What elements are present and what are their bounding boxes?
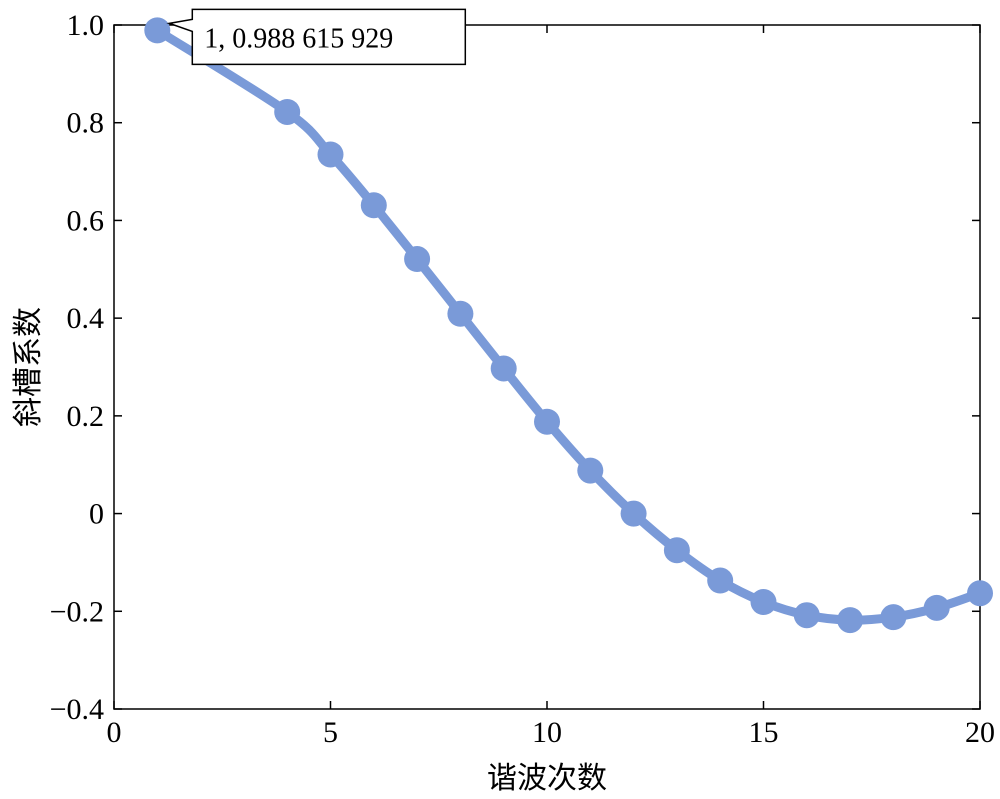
y-tick-label: −0.4 xyxy=(50,693,104,726)
x-tick-label: 0 xyxy=(107,716,122,749)
y-axis: 1.0 0.8 0.6 0.4 0.2 0 −0.2 −0.4 xyxy=(50,9,980,726)
data-point xyxy=(447,300,474,327)
data-point xyxy=(317,141,344,168)
plot-frame xyxy=(113,24,981,710)
x-tick-label: 20 xyxy=(965,716,995,749)
data-point xyxy=(534,408,560,435)
data-point xyxy=(880,604,907,631)
y-tick-label: 1.0 xyxy=(67,9,105,42)
data-tip-box xyxy=(166,8,467,66)
data-point xyxy=(144,17,171,44)
x-tick-label: 15 xyxy=(749,716,779,749)
y-tick-label: 0.2 xyxy=(67,400,105,433)
data-point xyxy=(837,607,864,634)
y-tick-label: −0.2 xyxy=(50,595,104,628)
data-point xyxy=(577,457,604,484)
y-tick-label: 0.8 xyxy=(67,107,105,140)
data-point xyxy=(404,246,431,273)
y-tick-label: 0.6 xyxy=(67,204,105,237)
x-axis-title: 谐波次数 xyxy=(487,761,607,796)
data-point xyxy=(707,567,734,594)
data-point xyxy=(274,98,301,125)
data-point xyxy=(750,589,777,616)
y-axis-title: 斜槽系数 xyxy=(11,307,46,427)
data-point xyxy=(490,355,517,382)
data-point xyxy=(793,602,820,629)
x-tick-label: 10 xyxy=(532,716,562,749)
x-tick-label: 5 xyxy=(323,716,338,749)
y-tick-label: 0 xyxy=(89,498,104,531)
data-point xyxy=(620,500,647,527)
data-point xyxy=(967,580,993,607)
data-tip: 1, 0.988 615 929 xyxy=(166,8,467,66)
data-point xyxy=(923,594,950,621)
data-tip-label: 1, 0.988 615 929 xyxy=(204,23,393,54)
data-point xyxy=(663,537,690,564)
x-axis: 0 5 10 15 20 xyxy=(107,25,995,749)
data-point xyxy=(360,192,387,219)
y-tick-label: 0.4 xyxy=(67,302,105,335)
series-markers xyxy=(144,17,993,634)
